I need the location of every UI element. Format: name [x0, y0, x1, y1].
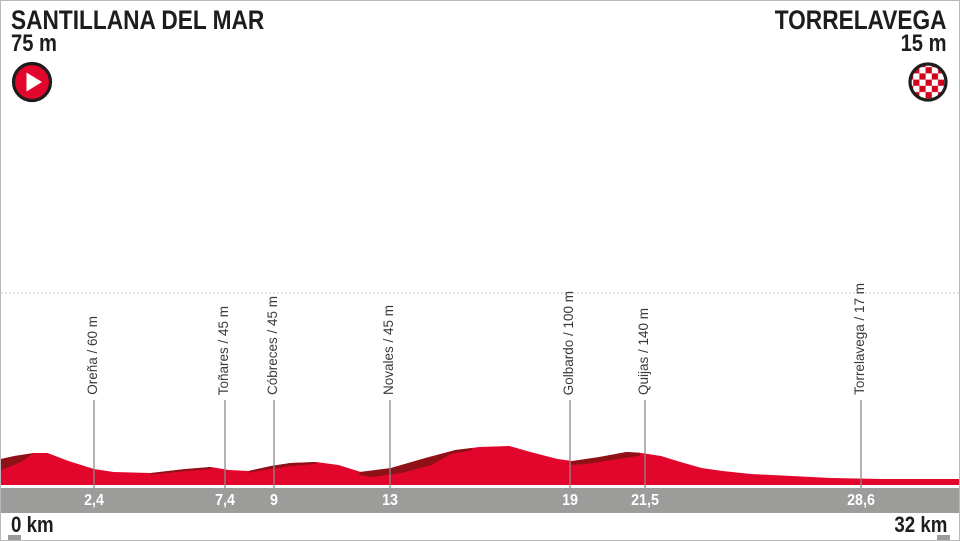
waypoint-label: Cóbreces / 45 m: [265, 295, 281, 395]
waypoint-label: Torrelavega / 17 m: [851, 283, 867, 395]
waypoint-label: Quijas / 140 m: [635, 307, 651, 395]
finish-elevation: 15 m: [901, 30, 947, 57]
elevation-area: [1, 446, 959, 485]
frame-mark-left: [8, 535, 21, 540]
km-marker-label: 19: [562, 492, 578, 509]
waypoint-label: Oreña / 60 m: [85, 316, 101, 395]
finish-name: TORRELAVEGA: [775, 5, 947, 35]
km-marker-label: 7,4: [215, 492, 235, 509]
start-distance-label: 0 km: [11, 512, 54, 537]
time-trial-start-play-icon: [11, 61, 53, 103]
checkered-finish-icon: [908, 62, 948, 102]
start-elevation: 75 m: [11, 30, 57, 57]
waypoint-label: Toñares / 45 m: [215, 305, 231, 395]
frame-mark-right: [937, 535, 950, 540]
waypoint-label: Golbardo / 100 m: [560, 290, 576, 395]
waypoint-label: Novales / 45 m: [380, 304, 396, 395]
start-name: SANTILLANA DEL MAR: [11, 5, 265, 35]
km-marker-label: 13: [382, 492, 398, 509]
gradient-shading: [359, 448, 472, 477]
end-distance-label: 32 km: [893, 512, 947, 537]
gradient-shading: [151, 467, 211, 475]
gradient-shading: [248, 462, 316, 473]
distance-bar: 2,4 7,4 9 13 19 21,5 28,6: [1, 488, 959, 513]
gradient-shading: [1, 453, 34, 470]
gridline-dotted: [1, 292, 959, 294]
km-marker-label: 28,6: [847, 492, 875, 509]
start-header: SANTILLANA DEL MAR 75 m: [11, 5, 312, 57]
km-marker-label: 2,4: [84, 492, 104, 509]
km-marker-label: 9: [270, 492, 278, 509]
gradient-shading: [569, 452, 640, 465]
km-marker-label: 21,5: [631, 492, 659, 509]
finish-header: TORRELAVEGA 15 m: [742, 5, 947, 57]
